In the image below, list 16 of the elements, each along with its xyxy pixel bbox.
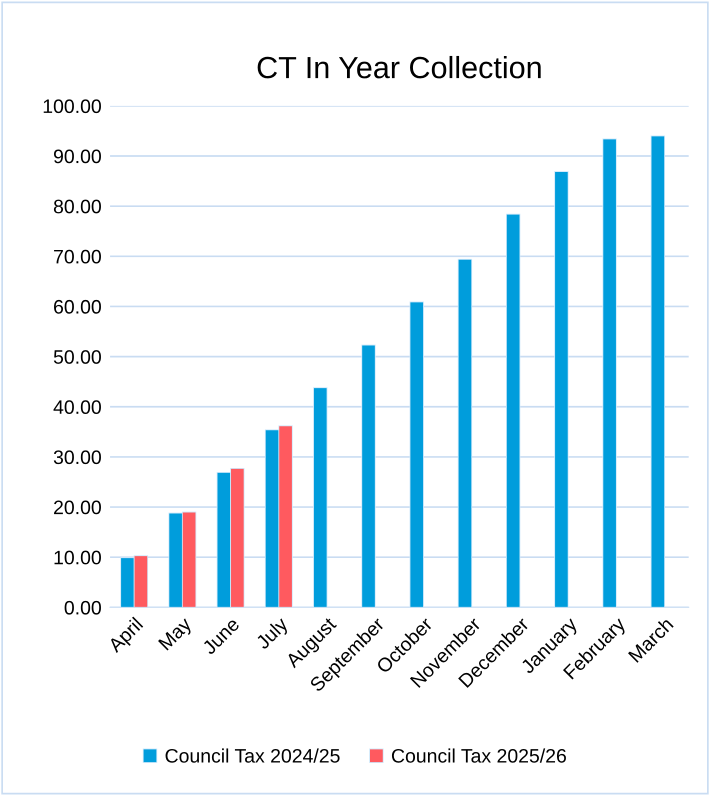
y-tick-label: 100.00 — [44, 99, 101, 114]
y-tick-label: 40.00 — [54, 400, 101, 414]
chart-title: CT In Year Collection — [258, 56, 541, 78]
x-tick-label: May — [158, 616, 196, 654]
legend-label: Council Tax 2024/25 — [166, 748, 340, 763]
y-tick-label: 20.00 — [54, 500, 101, 514]
y-tick-label: 50.00 — [54, 350, 101, 364]
legend-label: Council Tax 2025/26 — [392, 748, 566, 763]
y-tick-label: 80.00 — [54, 200, 101, 214]
y-tick-label: 70.00 — [54, 250, 101, 264]
y-tick-label: 0.00 — [64, 600, 101, 615]
y-tick-label: 30.00 — [54, 450, 101, 464]
y-tick-label: 10.00 — [54, 550, 101, 564]
y-tick-label: 90.00 — [54, 149, 101, 164]
y-tick-label: 60.00 — [54, 300, 101, 314]
x-tick-label: July — [254, 616, 292, 653]
